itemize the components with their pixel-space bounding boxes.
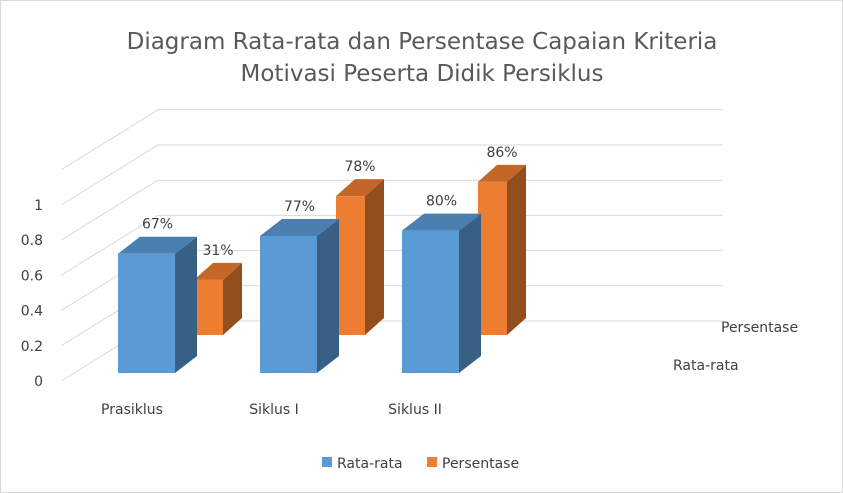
gridline [60, 144, 723, 206]
chart-title-line-1: Diagram Rata-rata dan Persentase Capaian… [127, 29, 718, 55]
bar-rata-rata-1 [260, 235, 317, 373]
category-label: Prasiklus [101, 402, 163, 418]
data-label-rata-rata-1: 77% [284, 199, 315, 215]
chart-title-line-2: Motivasi Peserta Didik Persiklus [241, 61, 604, 87]
bars [118, 164, 526, 373]
category-label: Siklus I [249, 402, 299, 418]
y-axis-ticks: 0 0.2 0.4 0.6 0.8 1 [21, 198, 43, 390]
y-tick-label: 1 [34, 198, 43, 214]
bar-persentase-2 [478, 181, 507, 335]
bar-rata-rata-0 [118, 253, 175, 373]
bar-top-persentase-2 [478, 164, 526, 182]
bar-side-persentase-1 [365, 179, 384, 335]
data-labels: 31% 78% 86% 67% 77% 80% [142, 145, 518, 259]
x-axis-categories: Prasiklus Siklus I Siklus II [101, 402, 442, 418]
bar-persentase-1 [336, 196, 365, 335]
bar-rata-rata-2 [402, 230, 459, 373]
gridline [60, 179, 723, 241]
bar-top-rata-rata-2 [402, 213, 481, 231]
data-label-rata-rata-2: 80% [426, 194, 457, 210]
depth-axis-label-rata-rata: Rata-rata [673, 358, 739, 374]
data-label-persentase-2: 86% [486, 145, 517, 161]
legend-label-persentase: Persentase [442, 456, 519, 472]
bar-top-rata-rata-0 [118, 236, 197, 254]
data-label-rata-rata-0: 67% [142, 217, 173, 233]
gridline [60, 214, 723, 276]
bar-side-persentase-0 [223, 262, 242, 335]
bar-side-rata-rata-1 [317, 218, 339, 373]
legend-swatch-persentase [427, 457, 437, 467]
data-label-persentase-0: 31% [202, 243, 233, 259]
legend-swatch-rata-rata [322, 457, 332, 467]
bar-top-rata-rata-1 [260, 218, 339, 236]
y-tick-label: 0.8 [21, 233, 43, 249]
bar-side-rata-rata-0 [175, 236, 197, 373]
category-label: Siklus II [388, 402, 442, 418]
y-tick-label: 0.2 [21, 339, 43, 355]
bar-top-persentase-0 [194, 262, 242, 280]
depth-axis-label-persentase: Persentase [721, 320, 798, 336]
legend-label-rata-rata: Rata-rata [337, 456, 403, 472]
bar-persentase-0 [194, 279, 223, 335]
y-tick-label: 0.4 [21, 304, 43, 320]
bar-top-persentase-1 [336, 179, 384, 197]
y-tick-label: 0 [34, 374, 43, 390]
gridline [60, 109, 723, 171]
bar-side-persentase-2 [507, 164, 526, 335]
y-tick-label: 0.6 [21, 268, 43, 284]
data-label-persentase-1: 78% [344, 159, 375, 175]
legend: Rata-rata Persentase [322, 456, 519, 472]
bar-side-rata-rata-2 [459, 213, 481, 373]
